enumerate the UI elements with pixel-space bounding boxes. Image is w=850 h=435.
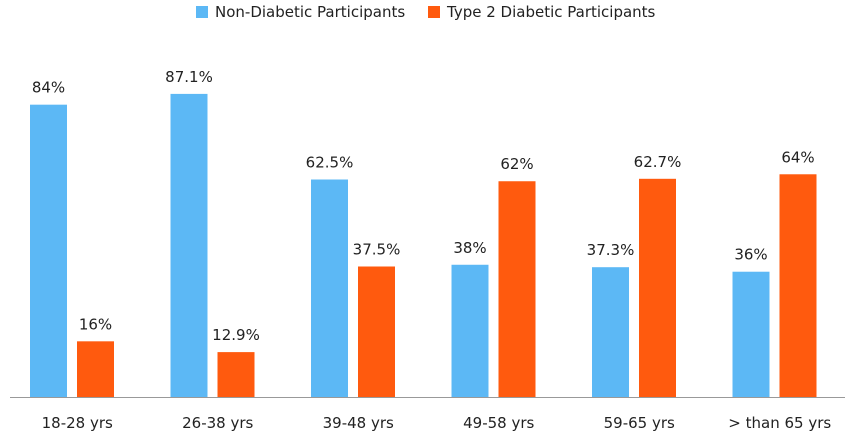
bar-non-diabetic-0 — [30, 104, 67, 398]
bar-non-diabetic-1 — [170, 93, 208, 397]
legend-label-non-diabetic: Non-Diabetic Participants — [215, 3, 406, 21]
value-label-type2-diabetic-4: 62.7% — [634, 153, 682, 171]
legend: Non-Diabetic Participants Type 2 Diabeti… — [0, 3, 850, 25]
bar-non-diabetic-2 — [311, 179, 348, 397]
x-tick-label-4: 59-65 yrs — [604, 414, 675, 432]
bar-non-diabetic-4 — [592, 267, 629, 397]
legend-item-type2-diabetic: Type 2 Diabetic Participants — [428, 3, 655, 21]
value-label-non-diabetic-3: 38% — [453, 239, 486, 257]
legend-item-non-diabetic: Non-Diabetic Participants — [196, 3, 405, 21]
value-label-type2-diabetic-3: 62% — [500, 155, 533, 173]
value-label-type2-diabetic-0: 16% — [79, 315, 112, 333]
value-label-non-diabetic-4: 37.3% — [587, 241, 635, 259]
value-label-type2-diabetic-5: 64% — [781, 148, 814, 166]
x-tick-label-0: 18-28 yrs — [42, 414, 113, 432]
bar-type2-diabetic-1 — [217, 352, 255, 397]
value-label-type2-diabetic-1: 12.9% — [212, 326, 260, 344]
legend-swatch-type2-diabetic — [428, 6, 440, 18]
bar-type2-diabetic-2 — [358, 266, 395, 397]
value-label-non-diabetic-1: 87.1% — [165, 68, 213, 86]
bar-type2-diabetic-3 — [498, 181, 536, 397]
value-label-non-diabetic-0: 84% — [32, 79, 65, 97]
x-tick-label-3: 49-58 yrs — [463, 414, 534, 432]
value-label-type2-diabetic-2: 37.5% — [353, 241, 401, 259]
x-tick-label-2: 39-48 yrs — [323, 414, 394, 432]
x-tick-label-5: > than 65 yrs — [728, 414, 831, 432]
bar-non-diabetic-3 — [451, 264, 489, 397]
legend-swatch-non-diabetic — [196, 6, 208, 18]
value-label-non-diabetic-5: 36% — [734, 246, 767, 264]
bar-non-diabetic-5 — [732, 271, 770, 397]
bar-type2-diabetic-0 — [77, 341, 114, 397]
bar-type2-diabetic-4 — [639, 178, 676, 397]
x-tick-label-1: 26-38 yrs — [182, 414, 253, 432]
bar-type2-diabetic-5 — [779, 174, 817, 397]
legend-label-type2-diabetic: Type 2 Diabetic Participants — [447, 3, 656, 21]
value-label-non-diabetic-2: 62.5% — [306, 154, 354, 172]
